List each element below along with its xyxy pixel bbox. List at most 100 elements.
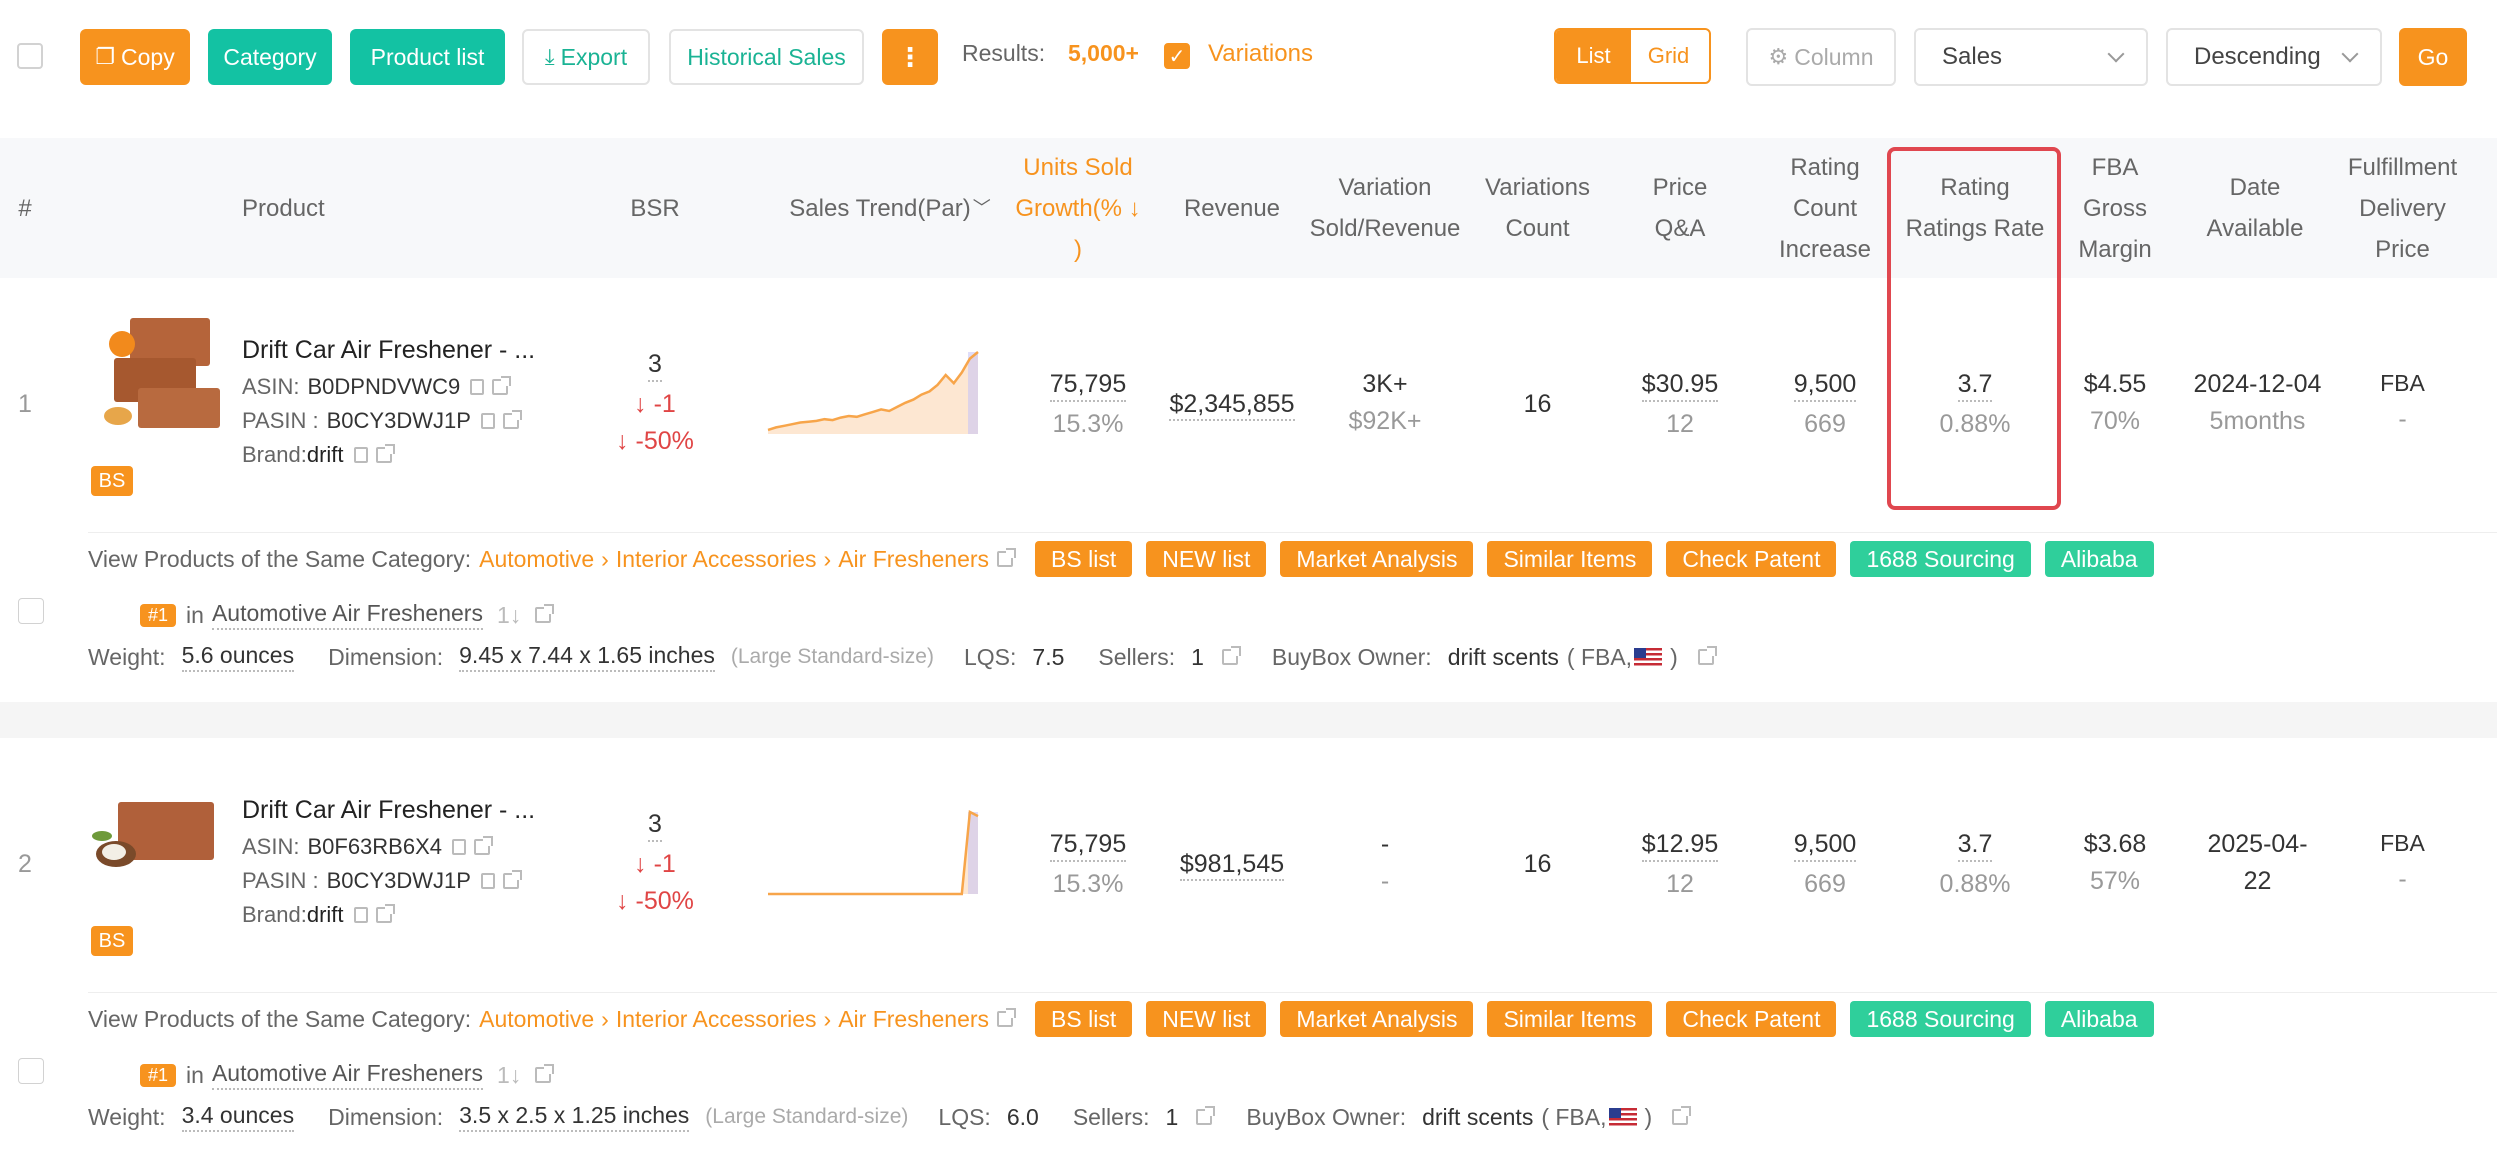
similar-items-tag[interactable]: Similar Items [1487, 1001, 1653, 1037]
external-link-icon[interactable] [502, 870, 522, 889]
external-link-icon[interactable] [1697, 646, 1717, 665]
sourcing-1688-tag[interactable]: 1688 Sourcing [1850, 541, 2031, 577]
column-button[interactable]: ⚙ Column [1746, 28, 1896, 86]
new-list-tag[interactable]: NEW list [1146, 1001, 1267, 1037]
chevron-down-icon [2341, 45, 2359, 63]
results-count: 5,000+ [1068, 40, 1139, 66]
product-thumbnail[interactable] [90, 796, 220, 874]
market-analysis-tag[interactable]: Market Analysis [1280, 1001, 1474, 1037]
external-link-icon[interactable] [502, 410, 522, 429]
sort-icon[interactable]: 1↓ [496, 601, 522, 628]
external-link-icon[interactable] [1672, 1106, 1692, 1125]
breadcrumb-interior-accessories[interactable]: Interior Accessories [615, 545, 817, 572]
product-title[interactable]: Drift Car Air Freshener - ... [242, 336, 536, 364]
sort-field-select[interactable]: Sales [1914, 28, 2148, 86]
breadcrumb-air-fresheners[interactable]: Air Fresheners [838, 1005, 990, 1032]
copy-icon[interactable] [480, 413, 495, 429]
units-cell: 75,795 15.3% [1049, 830, 1127, 898]
header-bsr[interactable]: BSR [630, 194, 680, 222]
rank-category-link[interactable]: Automotive Air Fresheners [211, 600, 483, 630]
external-link-icon[interactable] [535, 1064, 555, 1083]
breadcrumb-automotive[interactable]: Automotive [479, 1005, 595, 1032]
alibaba-tag[interactable]: Alibaba [2044, 1001, 2154, 1037]
bs-list-tag[interactable]: BS list [1035, 541, 1133, 577]
header-date[interactable]: Date Available [2206, 174, 2304, 242]
bs-list-tag[interactable]: BS list [1035, 1001, 1133, 1037]
header-product[interactable]: Product [242, 194, 325, 222]
historical-sales-button[interactable]: Historical Sales [669, 29, 864, 85]
external-link-icon[interactable] [997, 548, 1017, 567]
product-title[interactable]: Drift Car Air Freshener - ... [242, 796, 536, 824]
external-link-icon[interactable] [375, 444, 395, 463]
header-index: # [18, 194, 32, 222]
fulfillment-cell: FBA - [2380, 830, 2425, 893]
fba-cell: $3.68 57% [2083, 830, 2147, 895]
external-link-icon[interactable] [1221, 646, 1241, 665]
rank-category-link[interactable]: Automotive Air Fresheners [211, 1060, 483, 1090]
header-revenue[interactable]: Revenue [1183, 194, 1281, 222]
sourcing-1688-tag[interactable]: 1688 Sourcing [1850, 1001, 2031, 1037]
product-thumbnail[interactable] [100, 308, 225, 433]
market-analysis-tag[interactable]: Market Analysis [1280, 541, 1474, 577]
similar-items-tag[interactable]: Similar Items [1487, 541, 1653, 577]
category-button[interactable]: Category [208, 29, 332, 85]
copy-icon[interactable] [452, 839, 466, 855]
category-line: View Products of the Same Category: Auto… [88, 994, 2168, 1044]
header-fba[interactable]: FBA Gross Margin [2078, 153, 2152, 263]
sort-order-select[interactable]: Descending [2166, 28, 2382, 86]
bsr-cell: 3 ↓ -1 ↓ -50% [616, 810, 694, 915]
header-variation[interactable]: Variation Sold/Revenue [1309, 174, 1461, 242]
product-row: 2 BS Drift Car Air Freshener - ... ASIN:… [0, 738, 2497, 1160]
revenue-cell: $981,545 [1160, 850, 1304, 881]
external-link-icon[interactable] [997, 1008, 1017, 1027]
row-checkbox[interactable] [18, 598, 44, 624]
external-link-icon[interactable] [535, 604, 555, 623]
export-button[interactable]: ⤓ Export [522, 29, 650, 85]
rank-line: #1 in Automotive Air Fresheners 1↓ [140, 600, 555, 630]
grid-view-button[interactable]: Grid [1631, 30, 1706, 82]
header-sales-trend[interactable]: Sales Trend(Par) ﹀ [780, 138, 1000, 278]
sales-trend-sparkline[interactable] [762, 808, 987, 900]
copy-button[interactable]: ❐ Copy [80, 29, 190, 85]
fba-cell: $4.55 70% [2083, 370, 2147, 435]
check-patent-tag[interactable]: Check Patent [1666, 1001, 1837, 1037]
row-index: 2 [18, 850, 32, 878]
row-divider [88, 992, 2497, 993]
breadcrumb-interior-accessories[interactable]: Interior Accessories [615, 1005, 817, 1032]
more-button[interactable]: ⋮ [882, 29, 938, 85]
go-button[interactable]: Go [2399, 28, 2467, 86]
us-flag-icon [1634, 648, 1663, 666]
copy-icon[interactable] [353, 907, 368, 923]
external-link-icon[interactable] [375, 904, 395, 923]
header-price[interactable]: Price Q&A [1652, 174, 1708, 242]
variations-checkbox[interactable]: ✓ [1164, 43, 1190, 69]
product-list-button[interactable]: Product list [350, 29, 505, 85]
alibaba-tag[interactable]: Alibaba [2044, 541, 2154, 577]
rating-cell: 3.7 0.88% [1939, 830, 2011, 898]
copy-icon[interactable] [353, 447, 368, 463]
table-header: # Product BSR Sales Trend(Par) ﹀ Units So… [0, 138, 2497, 278]
copy-icon[interactable] [470, 379, 485, 395]
pasin-line: PASIN : B0CY3DWJ1P [242, 408, 522, 434]
external-link-icon[interactable] [492, 376, 512, 395]
header-variations-count[interactable]: Variations Count [1485, 174, 1590, 242]
list-view-button[interactable]: List [1556, 30, 1631, 82]
breadcrumb-automotive[interactable]: Automotive [479, 545, 595, 572]
external-link-icon[interactable] [474, 836, 493, 855]
external-link-icon[interactable] [1196, 1106, 1216, 1125]
check-patent-tag[interactable]: Check Patent [1666, 541, 1837, 577]
new-list-tag[interactable]: NEW list [1146, 541, 1267, 577]
sales-trend-sparkline[interactable] [762, 348, 987, 440]
breadcrumb-air-fresheners[interactable]: Air Fresheners [838, 545, 990, 572]
row-checkbox[interactable] [18, 1058, 44, 1084]
pasin-line: PASIN : B0CY3DWJ1P [242, 868, 522, 894]
sort-icon[interactable]: 1↓ [496, 1061, 522, 1088]
header-rating-count[interactable]: Rating Count Increase [1778, 153, 1872, 263]
header-units-sold[interactable]: Units Sold Growth(% ↓ ) [1015, 153, 1141, 263]
copy-icon[interactable] [480, 873, 495, 889]
bs-badge: BS [91, 926, 133, 956]
header-rating[interactable]: Rating Ratings Rate [1905, 174, 2045, 242]
header-fulfillment[interactable]: Fulfillment Delivery Price [2347, 153, 2458, 263]
select-all-checkbox[interactable] [17, 43, 43, 69]
sparkline-current-band [968, 352, 978, 434]
